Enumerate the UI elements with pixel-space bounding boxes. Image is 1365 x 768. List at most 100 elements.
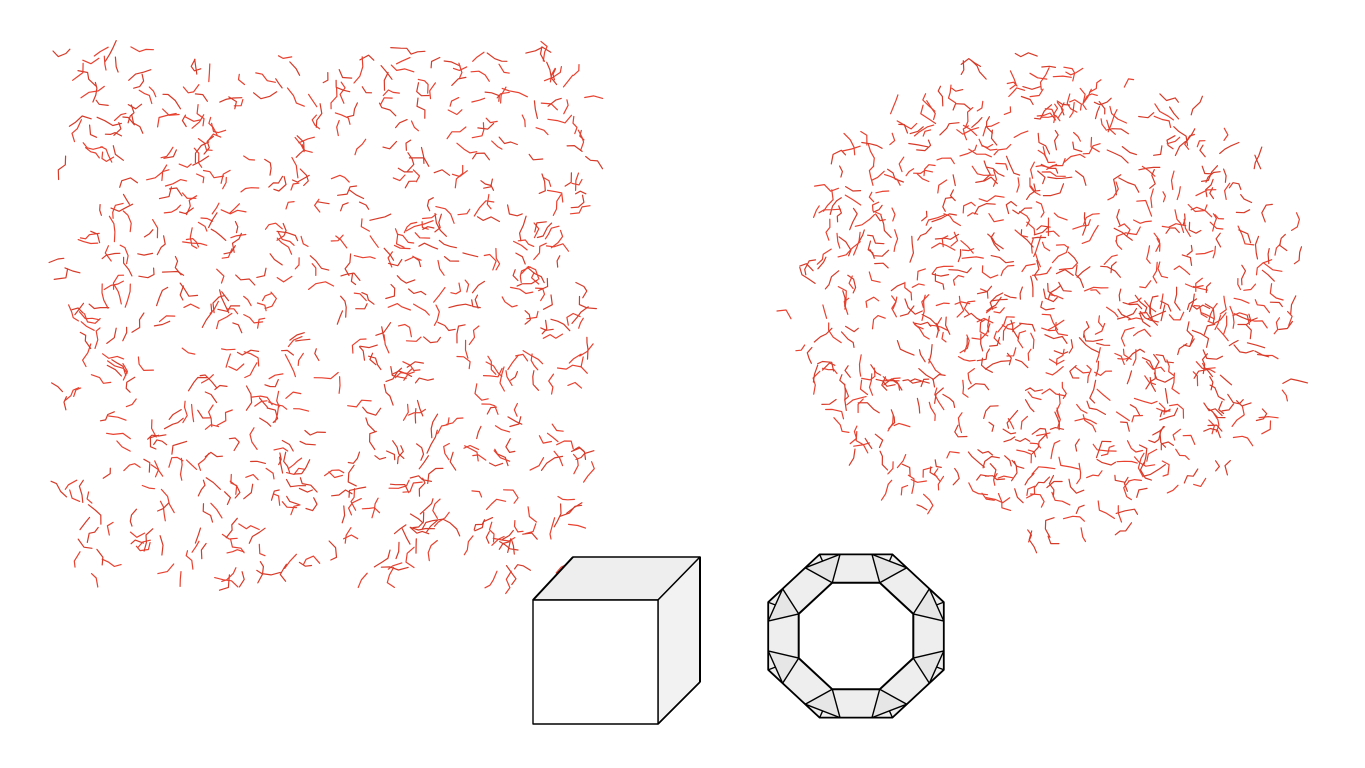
scatter-mark	[107, 415, 127, 421]
scatter-mark	[1186, 298, 1198, 310]
scatter-mark	[1132, 349, 1137, 366]
scatter-mark	[1067, 251, 1079, 264]
scatter-mark	[920, 104, 937, 125]
scatter-mark	[1222, 168, 1227, 183]
scatter-mark	[954, 301, 971, 305]
scatter-mark	[1027, 391, 1042, 401]
scatter-mark	[566, 502, 583, 514]
scatter-mark	[1042, 146, 1056, 164]
scatter-mark	[194, 58, 198, 75]
scatter-mark	[1003, 436, 1016, 443]
scatter-mark	[330, 87, 338, 110]
scatter-mark	[189, 227, 198, 249]
scatter-mark	[249, 427, 258, 450]
scatter-mark	[507, 354, 519, 371]
scatter-mark	[854, 214, 876, 227]
scatter-mark	[209, 300, 219, 314]
scatter-mark	[1245, 313, 1252, 326]
scatter-mark	[243, 295, 252, 307]
scatter-mark	[410, 120, 419, 132]
scatter-mark	[309, 255, 330, 271]
scatter-mark	[380, 566, 409, 571]
scatter-mark	[122, 193, 130, 205]
scatter-mark	[1114, 352, 1125, 365]
scatter-mark	[1246, 342, 1266, 349]
scatter-mark	[261, 293, 272, 302]
scatter-mark	[1203, 402, 1223, 417]
scatter-mark	[1003, 294, 1017, 299]
scatter-mark	[967, 451, 986, 468]
scatter-mark	[860, 130, 868, 146]
scatter-mark	[104, 132, 123, 137]
scatter-mark	[869, 248, 890, 257]
scatter-mark	[933, 387, 944, 404]
scatter-mark	[211, 122, 227, 134]
scatter-mark	[1214, 214, 1225, 220]
scatter-mark	[1170, 170, 1175, 191]
scatter-mark	[156, 286, 169, 307]
scatter-mark	[380, 64, 393, 80]
scatter-mark	[359, 344, 378, 349]
scatter-mark	[1016, 449, 1033, 464]
cube-edge	[532, 556, 574, 601]
scatter-mark	[1074, 417, 1097, 425]
scatter-mark	[988, 421, 995, 432]
scatter-mark	[1051, 491, 1071, 506]
scatter-mark	[1153, 232, 1161, 252]
scatter-mark	[392, 174, 406, 182]
scatter-mark	[1035, 201, 1045, 218]
scatter-mark	[348, 498, 362, 516]
scatter-mark	[380, 97, 393, 106]
scatter-mark	[86, 491, 93, 504]
scatter-mark	[1006, 347, 1017, 357]
scatter-mark	[1254, 350, 1270, 358]
scatter-mark	[1237, 278, 1242, 291]
scatter-mark	[1019, 286, 1024, 300]
scatter-mark	[330, 234, 344, 242]
scatter-mark	[1036, 225, 1051, 231]
scatter-mark	[544, 225, 560, 240]
scatter-mark	[1037, 132, 1051, 155]
scatter-mark	[871, 201, 882, 216]
scatter-mark	[916, 173, 930, 183]
scatter-mark	[1192, 371, 1199, 387]
scatter-mark	[361, 507, 381, 514]
scatter-mark	[1139, 462, 1153, 481]
scatter-mark	[552, 68, 557, 81]
scatter-mark	[1223, 127, 1229, 141]
scatter-mark	[868, 373, 874, 396]
scatter-mark	[988, 213, 1004, 223]
scatter-mark	[874, 262, 889, 269]
scatter-mark	[524, 310, 532, 325]
scatter-mark	[1219, 374, 1233, 386]
scatter-mark	[101, 558, 122, 568]
scatter-mark	[264, 222, 283, 230]
scatter-mark	[122, 210, 132, 233]
scatter-mark	[1006, 409, 1019, 429]
scatter-mark	[534, 287, 546, 302]
scatter-mark	[976, 285, 993, 295]
scatter-mark	[813, 184, 840, 192]
scatter-mark	[542, 176, 552, 187]
scatter-mark	[952, 174, 956, 187]
scatter-mark	[290, 504, 301, 516]
scatter-mark	[1041, 65, 1057, 69]
scatter-mark	[316, 201, 330, 205]
scatter-mark	[101, 252, 121, 260]
scatter-mark	[438, 239, 457, 249]
scatter-mark	[502, 529, 514, 540]
scatter-mark	[1086, 400, 1107, 415]
scatter-mark	[499, 540, 519, 551]
scatter-mark	[533, 242, 547, 261]
scatter-mark	[298, 136, 315, 144]
scatter-mark	[86, 526, 99, 544]
scatter-mark	[505, 370, 513, 386]
scatter-mark	[1195, 189, 1217, 197]
scatter-mark	[240, 187, 260, 193]
scatter-mark	[584, 95, 604, 100]
scatter-mark	[952, 103, 972, 111]
scatter-mark	[1094, 105, 1101, 120]
scatter-mark	[1212, 213, 1218, 232]
scatter-mark	[893, 229, 899, 252]
scatter-mark	[211, 202, 220, 215]
